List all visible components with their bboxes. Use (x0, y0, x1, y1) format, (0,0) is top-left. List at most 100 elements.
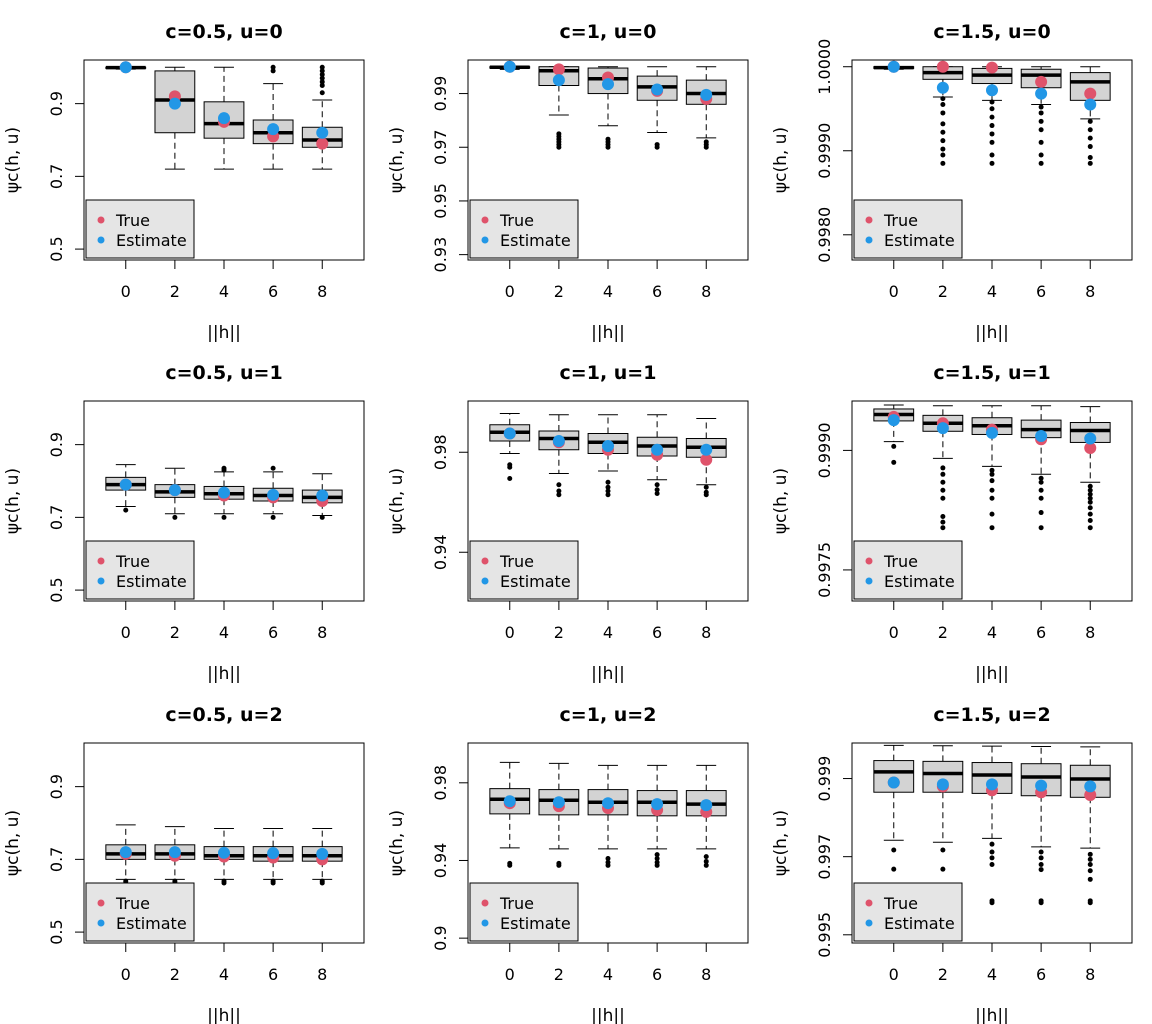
panel: c=0.5, u=2 0.5 0.7 0.9 0 2 4 6 8 ||h|| ψc(h, u) Tru… (3, 704, 365, 1024)
outlier-point (989, 131, 995, 137)
outlier-point (221, 514, 227, 520)
x-axis-label: ||h|| (591, 1006, 625, 1024)
panel: c=0.5, u=0 0.5 0.7 0.9 0 2 4 6 8 ||h|| ψc(h, u) Tru… (3, 21, 365, 343)
outlier-point (507, 476, 513, 481)
outlier-point (1087, 487, 1093, 493)
outlier-point (1038, 525, 1044, 531)
estimate-point (887, 60, 900, 73)
estimate-point (602, 797, 614, 810)
outlier-point (940, 146, 946, 152)
estimate-point (316, 847, 329, 860)
panel: c=1, u=1 0.94 0.98 0 2 4 6 8 ||h|| ψc(h, u) TrueEs… (387, 362, 749, 684)
legend-true-label: True (499, 211, 534, 230)
outlier-point (1087, 160, 1093, 166)
outlier-point (556, 488, 562, 494)
outlier-point (654, 142, 660, 148)
box (587, 764, 629, 868)
outlier-point (319, 64, 325, 70)
y-axis-label: ψc(h, u) (771, 468, 791, 534)
panel: c=1.5, u=2 0.995 0.997 0.999 0 2 4 6 8 ||h|| ψc(h,… (771, 704, 1133, 1024)
outlier-point (989, 139, 995, 145)
outlier-point (940, 487, 946, 493)
legend-true-marker (481, 557, 489, 565)
outlier-point (891, 443, 897, 449)
x-tick-label: 0 (889, 623, 899, 642)
outlier-point (605, 492, 611, 498)
true-point (986, 61, 998, 74)
outlier-point (989, 855, 995, 861)
outlier-point (1087, 154, 1093, 160)
outlier-point (1038, 849, 1044, 855)
plot-frame (851, 400, 1133, 602)
outlier-point (989, 160, 995, 166)
y-tick-label: 0.93 (431, 237, 450, 273)
estimate-point (119, 846, 132, 859)
plot-frame (851, 742, 1133, 944)
estimate-point (503, 427, 516, 440)
y-tick-label: 1.0000 (815, 39, 834, 95)
legend-estimate-label: Estimate (884, 231, 955, 250)
legend-estimate-marker (865, 236, 873, 244)
outlier-point (989, 114, 995, 120)
outlier-point (989, 106, 995, 112)
x-tick-label: 6 (1036, 282, 1046, 301)
box (873, 744, 915, 872)
outlier-point (891, 866, 897, 872)
outlier-point (1038, 861, 1044, 867)
legend-estimate-marker (481, 236, 489, 244)
x-tick-label: 0 (121, 282, 131, 301)
true-point (1084, 788, 1097, 801)
outlier-point (605, 856, 611, 862)
legend-estimate-label: Estimate (116, 231, 187, 250)
outlier-point (940, 129, 946, 135)
outlier-point (319, 79, 325, 85)
outlier-point (556, 492, 562, 498)
y-tick-label: 0.9 (47, 774, 66, 799)
outlier-point (1087, 525, 1093, 531)
x-axis-label: ||h|| (591, 664, 625, 684)
outlier-point (1038, 127, 1044, 133)
legend-box (85, 540, 195, 600)
legend-true-marker (865, 557, 873, 565)
outlier-point (989, 487, 995, 493)
box (636, 66, 678, 150)
outlier-point (1038, 104, 1044, 110)
estimate-point (218, 486, 230, 499)
estimate-point (651, 443, 664, 456)
legend-true-label: True (883, 894, 918, 913)
y-tick-label: 0.9 (431, 925, 450, 950)
outlier-point (1087, 868, 1093, 874)
outlier-point (703, 862, 709, 868)
legend-box (469, 882, 579, 942)
outlier-point (1087, 876, 1093, 882)
legend-true-marker (97, 216, 105, 224)
outlier-point (605, 862, 611, 868)
outlier-point (1038, 152, 1044, 158)
outlier-point (1087, 127, 1093, 133)
outlier-point (319, 880, 325, 886)
outlier-point (1087, 135, 1093, 141)
true-point (552, 63, 565, 76)
estimate-point (503, 60, 516, 73)
outlier-point (605, 479, 611, 485)
legend-box (853, 540, 963, 600)
plot-frame (83, 59, 365, 261)
outlier-point (1087, 518, 1093, 524)
outlier-point (703, 492, 709, 498)
x-tick-label: 6 (652, 623, 662, 642)
outlier-point (1087, 483, 1093, 489)
outlier-point (940, 514, 946, 520)
estimate-point (119, 61, 132, 74)
y-tick-label: 0.997 (815, 834, 834, 880)
outlier-point (940, 479, 946, 485)
box (971, 66, 1013, 166)
y-tick-label: 0.9990 (815, 422, 834, 478)
x-tick-label: 6 (268, 282, 278, 301)
legend-true-marker (481, 216, 489, 224)
outlier-point (989, 841, 995, 847)
box (1020, 66, 1062, 166)
estimate-point (552, 796, 565, 809)
outlier-point (989, 525, 995, 531)
y-axis-label: ψc(h, u) (387, 810, 407, 876)
